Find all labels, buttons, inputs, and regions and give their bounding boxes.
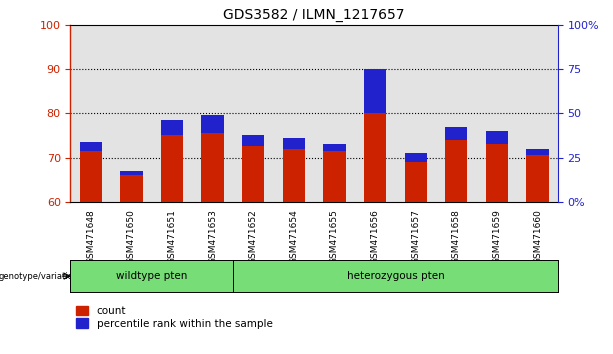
Bar: [111, 25, 151, 202]
Bar: [364, 69, 386, 202]
Bar: [120, 171, 143, 202]
Bar: [517, 25, 558, 202]
Bar: [202, 115, 224, 202]
Bar: [405, 153, 427, 202]
Bar: [527, 149, 549, 202]
Bar: [323, 144, 346, 202]
Bar: [273, 25, 314, 202]
Title: GDS3582 / ILMN_1217657: GDS3582 / ILMN_1217657: [223, 8, 405, 22]
Bar: [314, 25, 355, 202]
Bar: [80, 142, 102, 202]
Bar: [395, 25, 436, 202]
Bar: [485, 131, 508, 144]
Bar: [445, 126, 468, 140]
Bar: [355, 25, 395, 202]
Text: heterozygous pten: heterozygous pten: [346, 271, 444, 281]
Bar: [405, 153, 427, 162]
Bar: [233, 25, 273, 202]
Bar: [527, 149, 549, 155]
Bar: [242, 135, 264, 147]
Bar: [202, 115, 224, 133]
Text: genotype/variation: genotype/variation: [0, 272, 79, 281]
Legend: count, percentile rank within the sample: count, percentile rank within the sample: [75, 306, 272, 329]
Bar: [161, 120, 183, 135]
Text: wildtype pten: wildtype pten: [116, 271, 188, 281]
Bar: [485, 131, 508, 202]
Bar: [161, 120, 183, 202]
Bar: [242, 135, 264, 202]
Bar: [70, 25, 111, 202]
Bar: [477, 25, 517, 202]
Bar: [120, 171, 143, 175]
Bar: [445, 126, 468, 202]
Bar: [80, 142, 102, 151]
Bar: [364, 69, 386, 113]
Bar: [192, 25, 233, 202]
Bar: [283, 138, 305, 149]
Bar: [323, 144, 346, 151]
Bar: [436, 25, 477, 202]
Bar: [283, 138, 305, 202]
Bar: [152, 25, 192, 202]
